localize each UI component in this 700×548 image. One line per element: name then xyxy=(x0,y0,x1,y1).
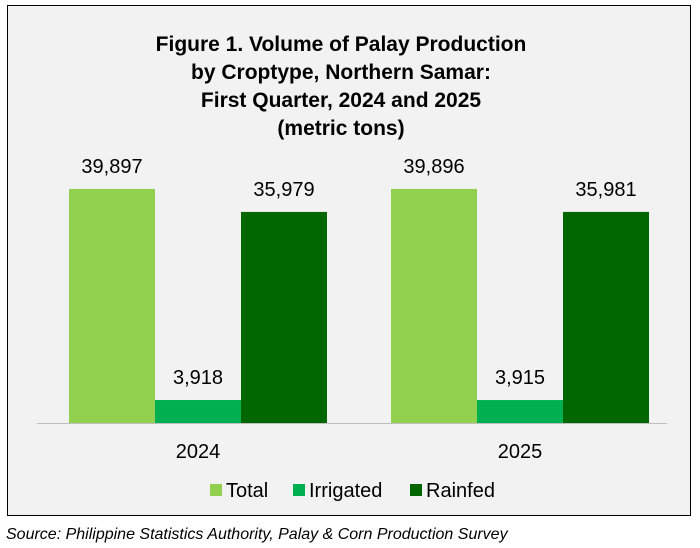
legend-label: Rainfed xyxy=(426,480,495,502)
bar-total-2025 xyxy=(391,188,477,423)
plot-area: 39,897 3,918 35,979 2024 39,896 3,915 35,981 20… xyxy=(37,156,667,463)
chart-title: Figure 1. Volume of Palay Production by … xyxy=(156,33,527,140)
legend-swatch-rainfed xyxy=(410,484,422,496)
chart-canvas: Figure 1. Volume of Palay Production by … xyxy=(37,33,667,502)
chart-title-line: First Quarter, 2024 and 2025 xyxy=(201,89,481,112)
category-label: 2024 xyxy=(176,441,221,463)
legend-label: Irrigated xyxy=(309,480,382,502)
legend: Total Irrigated Rainfed xyxy=(210,480,495,502)
data-label: 3,915 xyxy=(495,367,545,389)
data-label: 3,918 xyxy=(173,367,223,389)
legend-swatch-total xyxy=(210,484,222,496)
bar-rainfed-2024 xyxy=(241,211,327,423)
chart-title-line: by Croptype, Northern Samar: xyxy=(191,61,491,84)
legend-swatch-irrigated xyxy=(293,484,305,496)
legend-label: Total xyxy=(226,480,268,502)
bar-total-2024 xyxy=(69,188,155,423)
bar-irrigated-2024 xyxy=(155,400,241,423)
category-label: 2025 xyxy=(498,441,543,463)
data-label: 35,979 xyxy=(253,179,314,201)
data-label: 35,981 xyxy=(575,179,636,201)
source-note: Source: Philippine Statistics Authority,… xyxy=(6,526,508,543)
chart-title-line: Figure 1. Volume of Palay Production xyxy=(156,33,527,56)
data-label: 39,896 xyxy=(403,156,464,178)
data-label: 39,897 xyxy=(81,156,142,178)
chart-title-line: (metric tons) xyxy=(277,117,404,140)
bar-irrigated-2025 xyxy=(477,400,563,423)
bar-rainfed-2025 xyxy=(563,211,649,423)
